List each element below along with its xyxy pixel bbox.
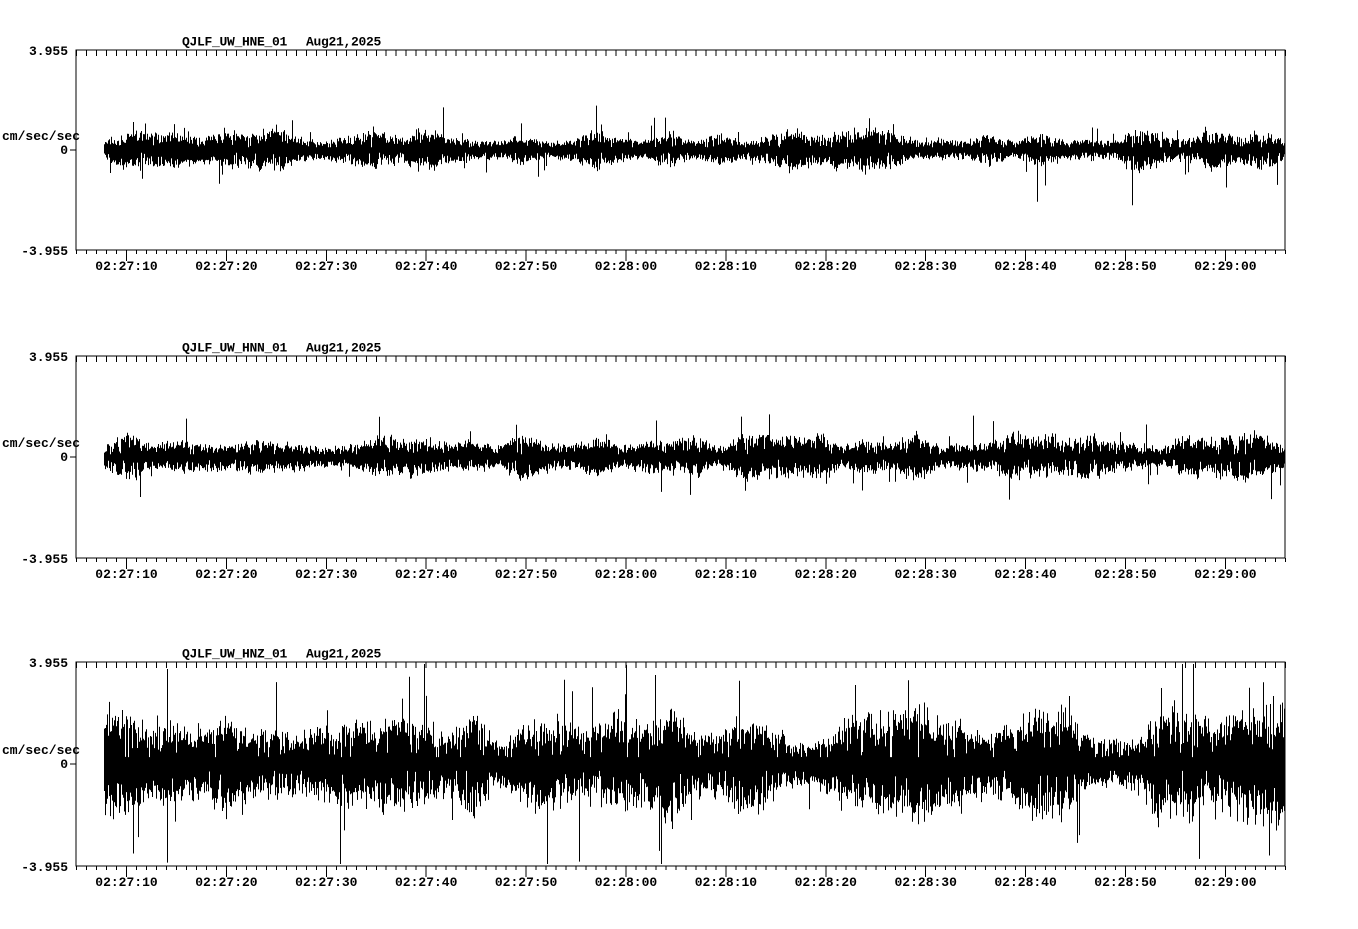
svg-text:02:27:10: 02:27:10 xyxy=(95,259,158,274)
svg-text:02:27:40: 02:27:40 xyxy=(395,567,458,582)
svg-text:Aug21,2025: Aug21,2025 xyxy=(306,35,382,50)
svg-text:0: 0 xyxy=(60,757,68,772)
svg-text:02:27:50: 02:27:50 xyxy=(495,875,558,890)
svg-text:02:28:20: 02:28:20 xyxy=(795,567,858,582)
svg-text:02:29:00: 02:29:00 xyxy=(1194,259,1257,274)
svg-text:02:27:50: 02:27:50 xyxy=(495,567,558,582)
svg-text:3.955: 3.955 xyxy=(29,656,68,671)
svg-text:02:28:40: 02:28:40 xyxy=(994,875,1057,890)
svg-text:02:27:20: 02:27:20 xyxy=(195,875,258,890)
svg-text:02:28:00: 02:28:00 xyxy=(595,259,658,274)
svg-text:cm/sec/sec: cm/sec/sec xyxy=(2,436,80,451)
svg-text:02:29:00: 02:29:00 xyxy=(1194,875,1257,890)
svg-text:02:27:30: 02:27:30 xyxy=(295,875,358,890)
svg-text:3.955: 3.955 xyxy=(29,350,68,365)
svg-text:-3.955: -3.955 xyxy=(21,860,68,875)
svg-text:02:28:50: 02:28:50 xyxy=(1094,259,1157,274)
svg-text:02:27:40: 02:27:40 xyxy=(395,259,458,274)
svg-text:02:28:50: 02:28:50 xyxy=(1094,567,1157,582)
svg-text:02:27:20: 02:27:20 xyxy=(195,259,258,274)
svg-text:02:29:00: 02:29:00 xyxy=(1194,567,1257,582)
svg-text:02:28:30: 02:28:30 xyxy=(894,875,957,890)
svg-text:02:28:00: 02:28:00 xyxy=(595,567,658,582)
svg-text:QJLF_UW_HNN_01: QJLF_UW_HNN_01 xyxy=(182,341,288,356)
svg-text:02:28:30: 02:28:30 xyxy=(894,567,957,582)
svg-text:02:28:10: 02:28:10 xyxy=(695,567,758,582)
svg-text:02:27:10: 02:27:10 xyxy=(95,567,158,582)
svg-text:02:28:40: 02:28:40 xyxy=(994,567,1057,582)
svg-text:02:27:30: 02:27:30 xyxy=(295,259,358,274)
svg-text:cm/sec/sec: cm/sec/sec xyxy=(2,743,80,758)
svg-text:0: 0 xyxy=(60,143,68,158)
svg-text:QJLF_UW_HNZ_01: QJLF_UW_HNZ_01 xyxy=(182,647,288,662)
svg-text:02:27:50: 02:27:50 xyxy=(495,259,558,274)
svg-text:02:28:10: 02:28:10 xyxy=(695,875,758,890)
svg-text:Aug21,2025: Aug21,2025 xyxy=(306,647,382,662)
svg-text:-3.955: -3.955 xyxy=(21,244,68,259)
svg-text:02:28:40: 02:28:40 xyxy=(994,259,1057,274)
svg-text:02:28:20: 02:28:20 xyxy=(795,259,858,274)
svg-text:02:28:30: 02:28:30 xyxy=(894,259,957,274)
svg-text:-3.955: -3.955 xyxy=(21,552,68,567)
svg-text:02:27:30: 02:27:30 xyxy=(295,567,358,582)
svg-text:02:28:20: 02:28:20 xyxy=(795,875,858,890)
svg-text:02:28:50: 02:28:50 xyxy=(1094,875,1157,890)
svg-text:02:27:10: 02:27:10 xyxy=(95,875,158,890)
svg-text:02:28:00: 02:28:00 xyxy=(595,875,658,890)
svg-text:3.955: 3.955 xyxy=(29,44,68,59)
svg-text:cm/sec/sec: cm/sec/sec xyxy=(2,129,80,144)
svg-text:02:28:10: 02:28:10 xyxy=(695,259,758,274)
svg-text:QJLF_UW_HNE_01: QJLF_UW_HNE_01 xyxy=(182,35,288,50)
svg-text:02:27:20: 02:27:20 xyxy=(195,567,258,582)
svg-text:0: 0 xyxy=(60,450,68,465)
svg-text:Aug21,2025: Aug21,2025 xyxy=(306,341,382,356)
svg-text:02:27:40: 02:27:40 xyxy=(395,875,458,890)
